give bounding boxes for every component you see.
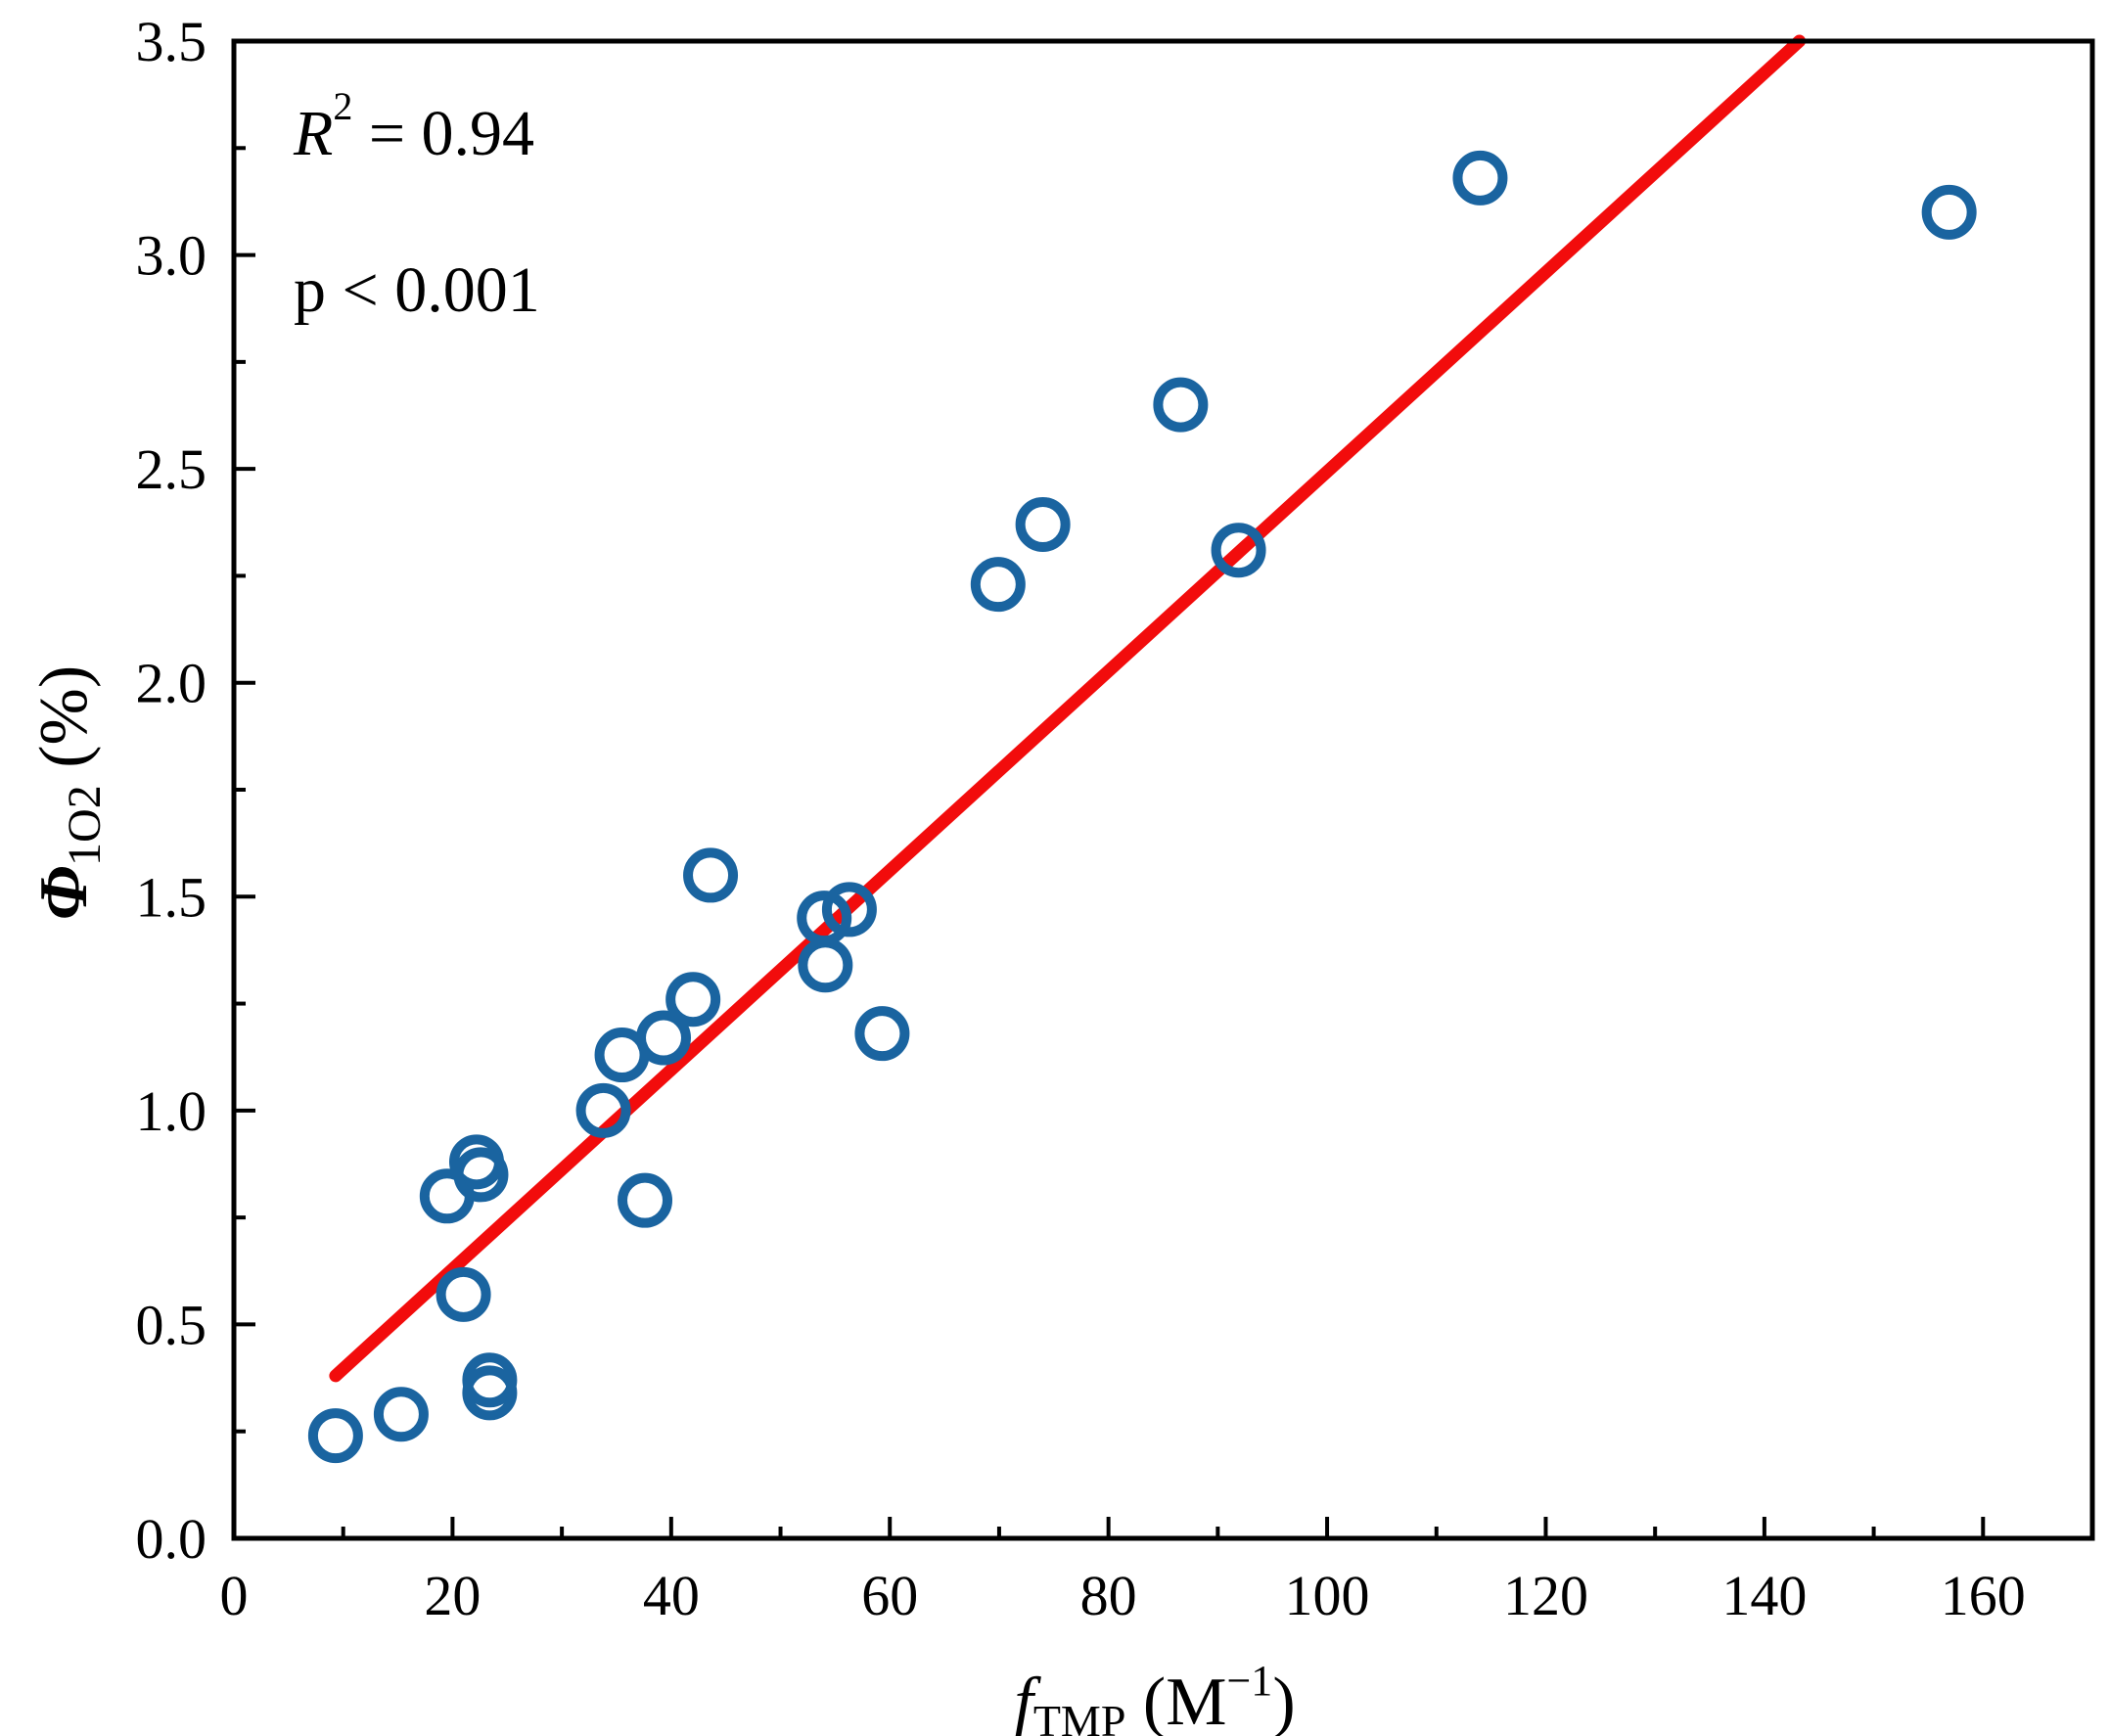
data-point <box>970 557 1026 613</box>
x-tick-label: 40 <box>643 1564 700 1627</box>
data-point <box>436 1266 491 1322</box>
data-point <box>307 1408 363 1464</box>
plot-frame <box>231 38 2095 1541</box>
data-point <box>575 1082 631 1138</box>
y-tick-label: 3.0 <box>136 224 207 288</box>
data-point <box>665 972 721 1028</box>
x-tick-label: 60 <box>861 1564 918 1627</box>
x-tick-label: 140 <box>1721 1564 1807 1627</box>
r-symbol: R <box>293 98 333 169</box>
y-tick-label: 0.5 <box>136 1293 207 1356</box>
data-point <box>462 1365 518 1421</box>
x-tick-label: 0 <box>220 1564 249 1627</box>
y-tick-label: 0.0 <box>136 1507 207 1571</box>
x-tick-label: 20 <box>424 1564 481 1627</box>
x-tick-label: 80 <box>1080 1564 1137 1627</box>
y-axis-unit: (%) <box>26 665 102 785</box>
r-value: = 0.94 <box>352 98 534 169</box>
data-point <box>854 1006 910 1062</box>
data-point <box>1452 150 1508 206</box>
y-tick-label: 2.0 <box>136 652 207 715</box>
data-point <box>683 847 739 903</box>
data-point <box>453 1147 509 1203</box>
x-axis-unit-close: ) <box>1272 1665 1295 1736</box>
y-tick-label: 3.5 <box>136 10 207 73</box>
r-squared-annotation: R2 = 0.94 <box>293 84 534 169</box>
fit-layer <box>329 34 1807 1383</box>
r-exponent: 2 <box>333 84 352 128</box>
x-axis-title: fTMP (M−1) <box>1014 1657 1295 1736</box>
y-axis-subscript: 1O2 <box>59 785 111 866</box>
x-tick-label: 100 <box>1285 1564 1370 1627</box>
x-tick-label: 120 <box>1503 1564 1588 1627</box>
x-axis-subscript: TMP <box>1033 1696 1126 1736</box>
y-tick-label: 1.5 <box>136 865 207 929</box>
y-axis-title: Φ1O2 (%) <box>26 665 111 920</box>
x-tick-label: 160 <box>1941 1564 2026 1627</box>
points-layer <box>307 150 1977 1464</box>
y-tick-label: 1.0 <box>136 1079 207 1143</box>
y-tick-label: 2.5 <box>136 437 207 501</box>
tick-labels: 0 20 40 60 80 100 120 140 160 0.0 0.5 1.0 1.5 2.0 2.5 3… <box>136 10 2026 1627</box>
data-point <box>636 1010 692 1066</box>
data-point <box>1211 523 1266 578</box>
data-point <box>373 1387 429 1442</box>
y-axis-symbol: Φ <box>26 866 102 920</box>
data-point <box>1015 496 1071 552</box>
regression-line <box>329 34 1807 1383</box>
x-axis-unit-open: (M <box>1125 1665 1226 1736</box>
x-axis-unit-exponent: −1 <box>1226 1657 1272 1705</box>
data-point <box>618 1172 673 1228</box>
p-value-annotation: p < 0.001 <box>294 254 540 326</box>
data-point <box>798 937 853 993</box>
data-point <box>821 882 877 937</box>
data-point <box>1921 184 1977 240</box>
data-point <box>1153 377 1209 433</box>
